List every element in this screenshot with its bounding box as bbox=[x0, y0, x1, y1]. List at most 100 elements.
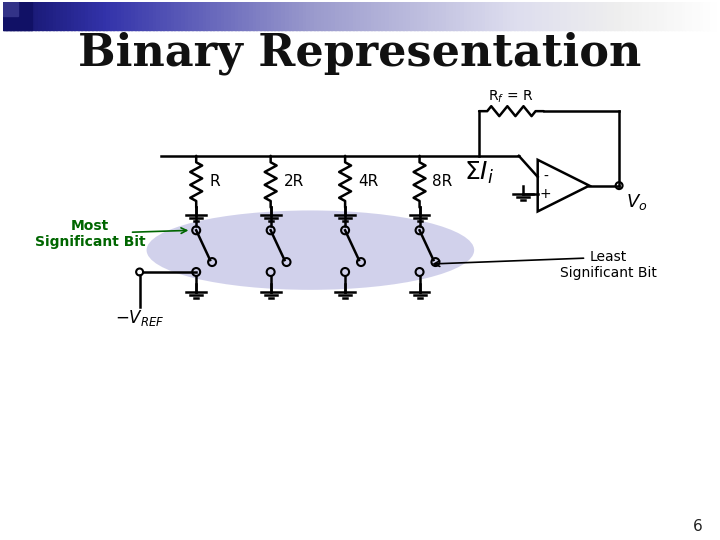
Bar bbox=[246, 2, 251, 30]
Bar bbox=[249, 2, 253, 30]
Bar bbox=[657, 2, 661, 30]
Bar bbox=[99, 2, 104, 30]
Bar bbox=[53, 2, 57, 30]
Bar bbox=[324, 2, 329, 30]
Bar bbox=[500, 2, 504, 30]
Bar bbox=[456, 2, 461, 30]
Bar bbox=[320, 2, 325, 30]
Bar bbox=[424, 2, 429, 30]
Bar bbox=[167, 2, 171, 30]
Bar bbox=[396, 2, 400, 30]
Text: 4R: 4R bbox=[358, 174, 378, 189]
Bar bbox=[282, 2, 286, 30]
Bar bbox=[110, 2, 114, 30]
Bar bbox=[492, 2, 497, 30]
Bar bbox=[38, 2, 43, 30]
Bar bbox=[689, 2, 693, 30]
Bar bbox=[189, 2, 193, 30]
Bar bbox=[564, 2, 568, 30]
Bar bbox=[403, 2, 408, 30]
Bar bbox=[449, 2, 454, 30]
Bar bbox=[310, 2, 315, 30]
Bar bbox=[89, 2, 93, 30]
Bar bbox=[199, 2, 204, 30]
Bar bbox=[103, 2, 107, 30]
Bar bbox=[31, 2, 36, 30]
Bar bbox=[289, 2, 293, 30]
Bar bbox=[181, 2, 186, 30]
Bar bbox=[671, 2, 675, 30]
Bar bbox=[367, 2, 372, 30]
Bar bbox=[392, 2, 397, 30]
Bar bbox=[63, 2, 68, 30]
Bar bbox=[496, 2, 500, 30]
Bar bbox=[438, 2, 444, 30]
Bar bbox=[10, 2, 14, 30]
Bar bbox=[313, 2, 318, 30]
Bar bbox=[231, 2, 236, 30]
Bar bbox=[675, 2, 679, 30]
Bar bbox=[560, 2, 564, 30]
Bar bbox=[196, 2, 200, 30]
Bar bbox=[17, 2, 22, 30]
Bar bbox=[24, 2, 29, 30]
Bar bbox=[503, 2, 508, 30]
Text: -: - bbox=[543, 170, 548, 184]
Bar bbox=[567, 2, 572, 30]
Bar bbox=[149, 2, 153, 30]
Bar bbox=[300, 2, 304, 30]
Bar bbox=[517, 2, 522, 30]
Bar bbox=[338, 2, 343, 30]
Bar bbox=[74, 2, 78, 30]
Text: V$_o$: V$_o$ bbox=[626, 192, 648, 212]
Bar bbox=[474, 2, 479, 30]
Bar bbox=[20, 2, 25, 30]
Bar bbox=[507, 2, 511, 30]
Bar bbox=[42, 2, 47, 30]
Bar bbox=[553, 2, 557, 30]
Bar bbox=[535, 2, 540, 30]
Bar bbox=[153, 2, 157, 30]
Bar bbox=[78, 2, 82, 30]
Text: Least
Significant Bit: Least Significant Bit bbox=[559, 250, 657, 280]
Bar bbox=[696, 2, 701, 30]
Bar bbox=[67, 2, 71, 30]
Bar bbox=[528, 2, 533, 30]
Bar bbox=[510, 2, 515, 30]
Bar bbox=[203, 2, 207, 30]
Bar bbox=[460, 2, 464, 30]
Bar bbox=[124, 2, 129, 30]
Bar bbox=[374, 2, 379, 30]
Bar bbox=[471, 2, 475, 30]
Bar bbox=[3, 2, 32, 30]
Text: $-V_{REF}$: $-V_{REF}$ bbox=[114, 308, 164, 328]
Bar bbox=[631, 2, 636, 30]
Bar bbox=[653, 2, 657, 30]
Bar bbox=[446, 2, 450, 30]
Bar bbox=[278, 2, 282, 30]
Bar bbox=[557, 2, 561, 30]
Bar bbox=[117, 2, 122, 30]
Bar bbox=[71, 2, 75, 30]
Bar bbox=[274, 2, 279, 30]
Bar bbox=[371, 2, 375, 30]
Bar bbox=[145, 2, 150, 30]
Bar bbox=[224, 2, 229, 30]
Bar bbox=[478, 2, 482, 30]
Bar bbox=[524, 2, 529, 30]
Bar bbox=[235, 2, 240, 30]
Bar bbox=[710, 2, 715, 30]
Bar bbox=[410, 2, 415, 30]
Bar bbox=[603, 2, 608, 30]
Bar bbox=[578, 2, 582, 30]
Bar bbox=[714, 2, 719, 30]
Bar bbox=[678, 2, 683, 30]
Bar bbox=[296, 2, 300, 30]
Bar bbox=[174, 2, 179, 30]
Bar bbox=[431, 2, 436, 30]
Bar bbox=[417, 2, 422, 30]
Text: Most
Significant Bit: Most Significant Bit bbox=[35, 219, 145, 249]
Bar bbox=[596, 2, 600, 30]
Bar bbox=[531, 2, 536, 30]
Bar bbox=[621, 2, 626, 30]
